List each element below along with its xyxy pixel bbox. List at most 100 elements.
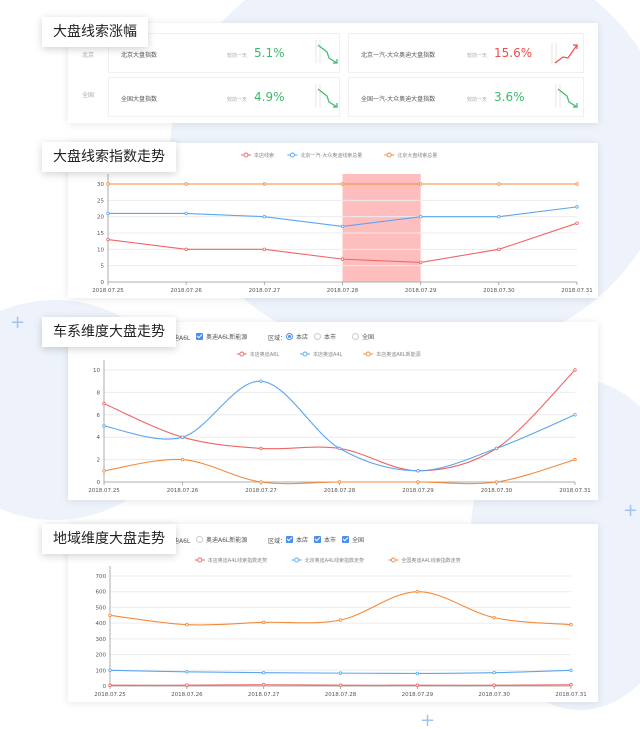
kpi-card-national-market[interactable]: 全国大盘指数 较前一天 4.9% xyxy=(108,77,340,117)
x-tick-label: 2018.07.26 xyxy=(167,488,199,494)
y-tick-label: 10 xyxy=(97,247,104,253)
kpi-card-national-audi[interactable]: 全国一汽-大众奥迪大盘指数 较前一天 3.6% xyxy=(348,77,584,117)
region-option-label: 本店 xyxy=(296,537,309,544)
checkbox-checked-icon[interactable] xyxy=(286,536,293,543)
legend-label: 本店奥迪A6L xyxy=(250,351,280,358)
legend-label: 全国奥迪A4L线索指数走势 xyxy=(401,557,460,564)
kpi-name: 北京一汽-大众奥迪大盘指数 xyxy=(361,52,436,59)
data-point xyxy=(106,237,110,242)
data-point xyxy=(261,620,266,625)
kpi-panel: 北京 全国 北京大盘指数 较前一天 5.1% 北京一汽-大众奥迪大盘指数 较前一… xyxy=(68,23,598,123)
series-filter-a6l-ev[interactable]: 奥迪A6L新能源 xyxy=(196,332,247,341)
region-option-nation[interactable]: 全国 xyxy=(352,332,374,341)
section-tag-lead-index-trend: 大盘线索指数走势 xyxy=(42,142,176,172)
radio-unselected-icon[interactable] xyxy=(314,333,321,340)
y-tick-label: 25 xyxy=(97,198,104,204)
series-filter-label: 奥迪A6L新能源 xyxy=(206,537,248,544)
trend-down-icon xyxy=(555,84,578,108)
series-trend-line-chart[interactable]: 0 2 4 6 8 10 2018.07.25 2018.07.26 2018.07.27 201… xyxy=(68,322,598,500)
x-tick-label: 2018.07.27 xyxy=(249,288,281,294)
data-point xyxy=(569,683,573,687)
plus-decoration-icon: + xyxy=(420,710,436,729)
y-tick-label: 0 xyxy=(101,280,105,286)
radio-selected-icon[interactable] xyxy=(286,333,293,340)
data-point xyxy=(573,413,577,417)
region-option-label: 本店 xyxy=(296,334,309,341)
x-tick-label: 2018.07.30 xyxy=(481,488,513,494)
data-point xyxy=(108,613,112,617)
region-option-label: 本市 xyxy=(324,537,337,544)
checkbox-unchecked-icon[interactable] xyxy=(196,536,203,543)
legend-label: 北京大盘线索总量 xyxy=(397,152,437,159)
data-point xyxy=(575,182,579,186)
scope-label-national: 全国 xyxy=(82,92,95,99)
series-filter-label: 奥迪A6L新能源 xyxy=(206,334,248,341)
highlight-band xyxy=(342,174,421,282)
plus-decoration-icon: + xyxy=(623,500,639,521)
region-option-store[interactable]: 本店 xyxy=(286,535,308,544)
data-point xyxy=(262,182,267,186)
y-tick-label: 300 xyxy=(96,637,107,643)
x-tick-label: 2018.07.28 xyxy=(324,488,356,494)
region-filter-label: 区域： xyxy=(268,333,286,342)
y-tick-label: 15 xyxy=(97,231,104,237)
data-point xyxy=(180,457,185,462)
y-tick-label: 700 xyxy=(96,574,107,580)
legend-marker xyxy=(243,152,249,158)
series-line xyxy=(103,458,576,485)
section-tag-region-trend: 地域维度大盘走势 xyxy=(42,524,176,554)
y-tick-label: 2 xyxy=(97,458,101,464)
legend-marker xyxy=(289,152,295,158)
data-point xyxy=(337,446,342,451)
legend-marker xyxy=(239,351,245,357)
lead-index-line-chart[interactable]: 0 5 10 15 20 25 30 2018.07.25 2018.07.26 2018.07.… xyxy=(68,143,598,298)
kpi-value: 3.6% xyxy=(494,90,525,104)
x-tick-label: 2018.07.29 xyxy=(402,692,434,698)
series-filter-a6l[interactable]: 奥迪A6L xyxy=(167,333,190,342)
checkbox-checked-icon[interactable] xyxy=(342,536,349,543)
region-label: 区域： xyxy=(268,538,287,545)
series-filter-label: 奥迪A6L xyxy=(167,538,191,545)
checkbox-checked-icon[interactable] xyxy=(196,333,203,340)
trend-down-icon xyxy=(315,84,338,108)
data-point xyxy=(492,683,496,687)
kpi-name: 全国大盘指数 xyxy=(121,96,158,103)
scope-label-beijing: 北京 xyxy=(82,52,95,59)
x-tick-label: 2018.07.31 xyxy=(555,692,587,698)
data-point xyxy=(259,446,263,451)
series-filter-a6l-ev[interactable]: 奥迪A6L新能源 xyxy=(196,535,247,544)
region-option-nation[interactable]: 全国 xyxy=(342,535,364,544)
series-line xyxy=(103,369,576,472)
legend-marker xyxy=(294,557,300,563)
region-option-city[interactable]: 本市 xyxy=(314,535,336,544)
x-tick-label: 2018.07.30 xyxy=(483,288,515,294)
x-tick-label: 2018.07.29 xyxy=(402,488,434,494)
kpi-compare-label: 较前一天 xyxy=(467,53,488,59)
x-tick-label: 2018.07.29 xyxy=(405,288,437,294)
data-point xyxy=(575,221,579,225)
data-point xyxy=(573,457,577,462)
data-point xyxy=(494,446,499,451)
legend-label: 本店奥迪A4L线索指数走势 xyxy=(208,557,267,564)
data-point xyxy=(416,480,420,484)
data-point xyxy=(338,683,343,687)
data-point xyxy=(340,182,345,186)
radio-unselected-icon[interactable] xyxy=(352,333,359,340)
series-filter-a6l[interactable]: 奥迪A6L xyxy=(167,536,190,545)
region-trend-line-chart[interactable]: 0 100 200 300 400 500 600 700 2018.07.25 2018.07.… xyxy=(68,524,598,702)
legend-label: 本店线索 xyxy=(254,152,274,159)
legend-marker xyxy=(365,351,371,357)
data-point xyxy=(416,469,420,473)
data-point xyxy=(262,214,267,219)
data-point xyxy=(185,683,189,687)
y-tick-label: 100 xyxy=(96,668,107,674)
x-tick-label: 2018.07.30 xyxy=(478,692,510,698)
data-point xyxy=(185,623,189,627)
data-point xyxy=(108,683,112,687)
checkbox-checked-icon[interactable] xyxy=(314,536,321,543)
data-point xyxy=(259,480,263,484)
kpi-card-beijing-audi[interactable]: 北京一汽-大众奥迪大盘指数 较前一天 15.6% xyxy=(348,33,584,73)
legend-marker xyxy=(390,557,396,563)
region-option-city[interactable]: 本市 xyxy=(314,332,336,341)
region-option-store[interactable]: 本店 xyxy=(286,332,308,341)
